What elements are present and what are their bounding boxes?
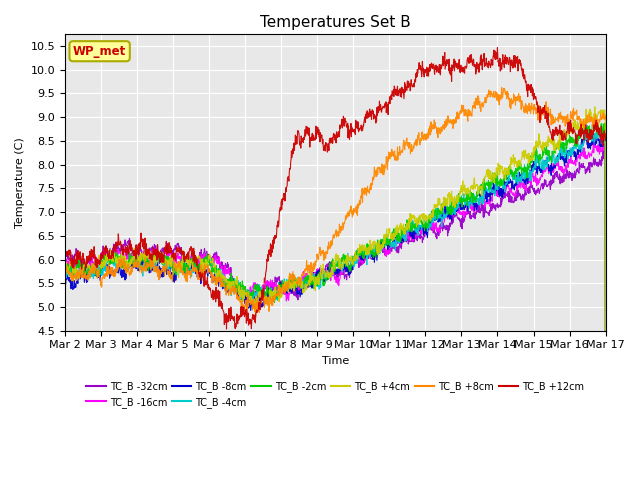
Title: Temperatures Set B: Temperatures Set B (260, 15, 411, 30)
X-axis label: Time: Time (322, 356, 349, 366)
Text: WP_met: WP_met (73, 45, 126, 58)
Y-axis label: Temperature (C): Temperature (C) (15, 137, 25, 228)
Legend: TC_B -32cm, TC_B -16cm, TC_B -8cm, TC_B -4cm, TC_B -2cm, TC_B +4cm, TC_B +8cm, T: TC_B -32cm, TC_B -16cm, TC_B -8cm, TC_B … (83, 377, 588, 412)
